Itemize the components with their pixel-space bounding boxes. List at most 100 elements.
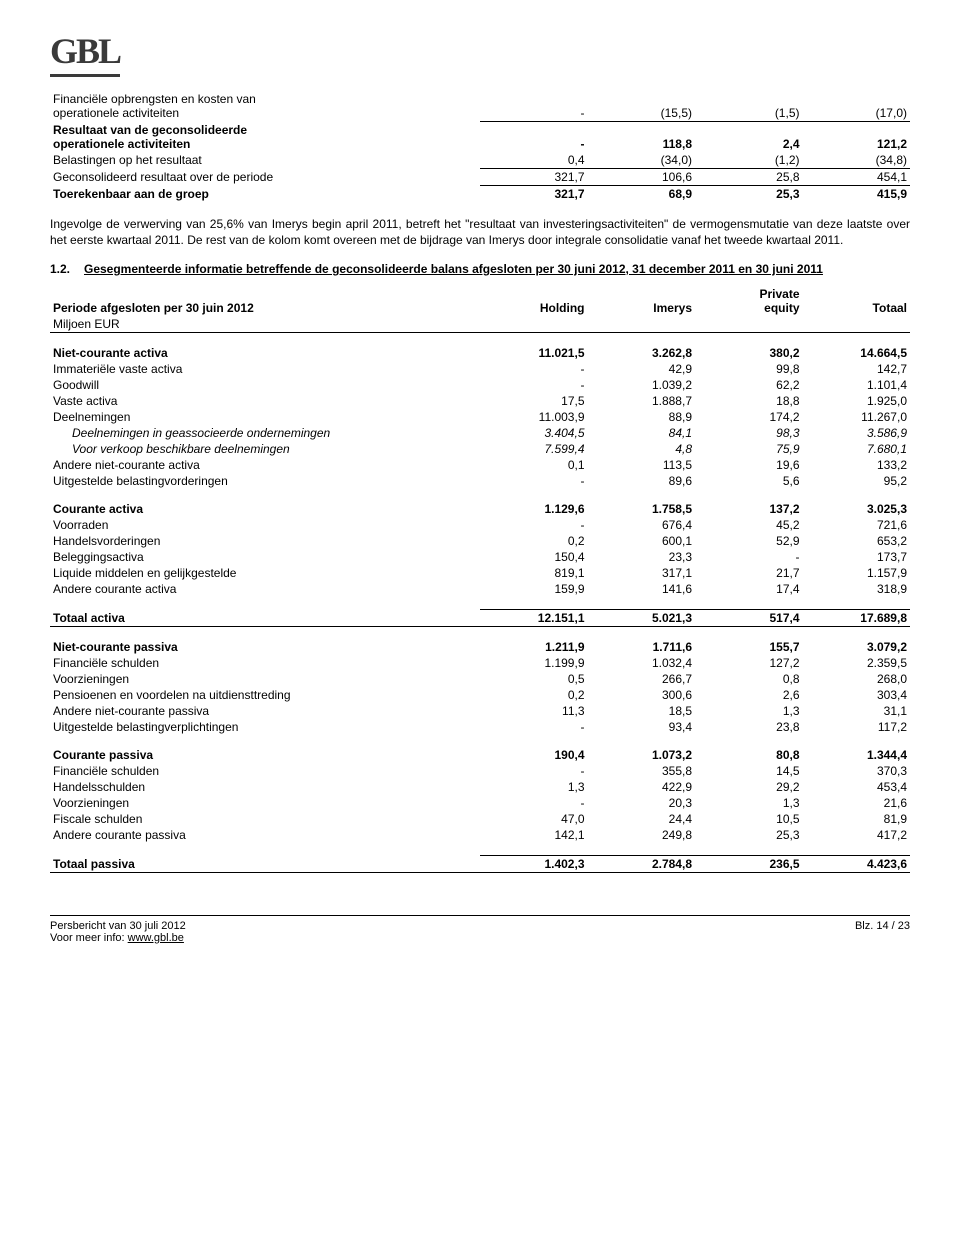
table-header-row: Periode afgesloten per 30 juin 2012Holdi…: [50, 286, 910, 316]
cell-value: 25,3: [695, 186, 803, 202]
cell-value: 137,2: [695, 501, 803, 517]
cell-value: 300,6: [588, 687, 696, 703]
cell-value: 12.151,1: [480, 610, 588, 627]
table-row: Financiële schulden-355,814,5370,3: [50, 763, 910, 779]
row-label: Deelnemingen in geassocieerde ondernemin…: [50, 425, 480, 441]
cell-value: 99,8: [695, 361, 803, 377]
cell-value: (1,2): [695, 152, 803, 169]
cell-value: 676,4: [588, 517, 696, 533]
cell-value: 173,7: [803, 549, 911, 565]
row-label: Toerekenbaar aan de groep: [50, 186, 480, 202]
row-label: Immateriële vaste activa: [50, 361, 480, 377]
footer-page-number: Blz. 14 / 23: [855, 920, 910, 944]
table-segment-result: Financiële opbrengsten en kosten vanoper…: [50, 91, 910, 202]
cell-value: 1.711,6: [588, 639, 696, 655]
cell-value: 355,8: [588, 763, 696, 779]
table-row: Immateriële vaste activa-42,999,8142,7: [50, 361, 910, 377]
section-heading: 1.2.Gesegmenteerde informatie betreffend…: [50, 262, 910, 276]
cell-value: 29,2: [695, 779, 803, 795]
cell-value: 0,2: [480, 533, 588, 549]
cell-value: 370,3: [803, 763, 911, 779]
cell-value: 1.758,5: [588, 501, 696, 517]
cell-value: -: [480, 719, 588, 735]
row-label: Andere niet-courante activa: [50, 457, 480, 473]
cell-value: 4.423,6: [803, 856, 911, 873]
cell-value: 81,9: [803, 811, 911, 827]
cell-value: 150,4: [480, 549, 588, 565]
cell-value: 18,8: [695, 393, 803, 409]
row-label: Belastingen op het resultaat: [50, 152, 480, 169]
total-label: Totaal passiva: [50, 856, 480, 873]
cell-value: 89,6: [588, 473, 696, 489]
cell-value: 721,6: [803, 517, 911, 533]
cell-value: 42,9: [588, 361, 696, 377]
explanatory-paragraph: Ingevolge de verwerving van 25,6% van Im…: [50, 216, 910, 248]
cell-value: 17.689,8: [803, 610, 911, 627]
table-row: Belastingen op het resultaat0,4(34,0)(1,…: [50, 152, 910, 169]
group-header-row: Niet-courante passiva1.211,91.711,6155,7…: [50, 639, 910, 655]
cell-value: 17,4: [695, 581, 803, 597]
cell-value: 1.925,0: [803, 393, 911, 409]
cell-value: 159,9: [480, 581, 588, 597]
cell-value: -: [480, 517, 588, 533]
cell-value: 133,2: [803, 457, 911, 473]
row-label: Vaste activa: [50, 393, 480, 409]
cell-value: 317,1: [588, 565, 696, 581]
cell-value: 1.129,6: [480, 501, 588, 517]
row-label: Voorzieningen: [50, 671, 480, 687]
cell-value: 14.664,5: [803, 345, 911, 361]
row-label: Handelsvorderingen: [50, 533, 480, 549]
column-header: Imerys: [588, 286, 696, 316]
row-label: Uitgestelde belastingvorderingen: [50, 473, 480, 489]
footer-link[interactable]: www.gbl.be: [128, 932, 184, 944]
cell-value: 5,6: [695, 473, 803, 489]
cell-value: (34,0): [588, 152, 696, 169]
cell-value: 321,7: [480, 186, 588, 202]
cell-value: 0,4: [480, 152, 588, 169]
table-row: Andere niet-courante activa0,1113,519,61…: [50, 457, 910, 473]
cell-value: 3.079,2: [803, 639, 911, 655]
cell-value: (15,5): [588, 91, 696, 121]
cell-value: 4,8: [588, 441, 696, 457]
row-label: Andere courante activa: [50, 581, 480, 597]
group-title: Niet-courante activa: [50, 345, 480, 361]
row-label: Financiële schulden: [50, 655, 480, 671]
table-row: Beleggingsactiva150,423,3-173,7: [50, 549, 910, 565]
table-row: Voorzieningen-20,31,321,6: [50, 795, 910, 811]
table-row: Handelsvorderingen0,2600,152,9653,2: [50, 533, 910, 549]
table-row: Andere courante passiva142,1249,825,3417…: [50, 827, 910, 843]
total-row: Totaal activa12.151,15.021,3517,417.689,…: [50, 610, 910, 627]
table-row: Financiële opbrengsten en kosten vanoper…: [50, 91, 910, 121]
footer-date: Persbericht van 30 juli 2012: [50, 920, 186, 932]
row-label: Voorraden: [50, 517, 480, 533]
cell-value: 47,0: [480, 811, 588, 827]
cell-value: 3.586,9: [803, 425, 911, 441]
total-row: Totaal passiva1.402,32.784,8236,54.423,6: [50, 856, 910, 873]
cell-value: 453,4: [803, 779, 911, 795]
group-header-row: Courante activa1.129,61.758,5137,23.025,…: [50, 501, 910, 517]
cell-value: 45,2: [695, 517, 803, 533]
cell-value: 3.025,3: [803, 501, 911, 517]
table-row: Andere niet-courante passiva11,318,51,33…: [50, 703, 910, 719]
logo: GBL: [50, 30, 120, 77]
table-row: Goodwill-1.039,262,21.101,4: [50, 377, 910, 393]
footer-info-prefix: Voor meer info:: [50, 932, 128, 944]
row-label: Deelnemingen: [50, 409, 480, 425]
row-label: Beleggingsactiva: [50, 549, 480, 565]
cell-value: 454,1: [803, 169, 911, 186]
row-label: Pensioenen en voordelen na uitdiensttred…: [50, 687, 480, 703]
cell-value: (34,8): [803, 152, 911, 169]
cell-value: 249,8: [588, 827, 696, 843]
cell-value: 10,5: [695, 811, 803, 827]
cell-value: 118,8: [588, 122, 696, 152]
cell-value: 417,2: [803, 827, 911, 843]
cell-value: 1,3: [695, 795, 803, 811]
cell-value: 1.211,9: [480, 639, 588, 655]
cell-value: 20,3: [588, 795, 696, 811]
cell-value: 415,9: [803, 186, 911, 202]
cell-value: -: [480, 361, 588, 377]
row-label: Voor verkoop beschikbare deelnemingen: [50, 441, 480, 457]
table-row: Vaste activa17,51.888,718,81.925,0: [50, 393, 910, 409]
table-row: Voor verkoop beschikbare deelnemingen7.5…: [50, 441, 910, 457]
cell-value: 268,0: [803, 671, 911, 687]
